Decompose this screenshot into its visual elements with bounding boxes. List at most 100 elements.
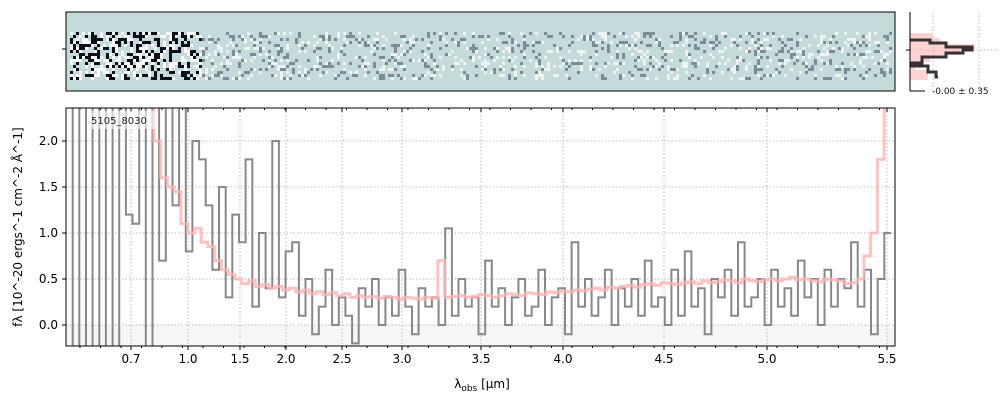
2d-pixel	[112, 68, 115, 71]
2d-pixel	[253, 56, 256, 59]
2d-pixel	[679, 38, 682, 41]
2d-pixel	[580, 50, 583, 53]
2d-pixel	[499, 32, 502, 35]
2d-pixel	[157, 32, 160, 35]
2d-pixel	[91, 32, 94, 35]
2d-pixel	[382, 74, 385, 77]
2d-pixel	[70, 38, 73, 41]
2d-pixel	[472, 44, 475, 47]
2d-pixel	[598, 32, 601, 35]
x-label-unit: [μm]	[477, 377, 510, 391]
2d-pixel	[790, 50, 793, 53]
x-tick-label: 3.5	[471, 352, 490, 366]
2d-pixel	[730, 38, 733, 41]
2d-pixel	[538, 59, 541, 62]
2d-pixel	[649, 56, 652, 59]
2d-pixel	[259, 71, 262, 74]
2d-pixel	[280, 65, 283, 68]
2d-pixel	[619, 62, 622, 65]
2d-pixel	[397, 56, 400, 59]
2d-pixel	[829, 50, 832, 53]
2d-pixel	[688, 77, 691, 80]
2d-pixel	[634, 44, 637, 47]
2d-pixel	[364, 62, 367, 65]
2d-pixel	[778, 38, 781, 41]
2d-pixel	[319, 35, 322, 38]
2d-pixel	[823, 77, 826, 80]
2d-pixel	[235, 53, 238, 56]
2d-pixel	[283, 56, 286, 59]
2d-pixel	[118, 59, 121, 62]
y-tick-label: 1.0	[39, 226, 58, 240]
2d-pixel	[187, 44, 190, 47]
2d-pixel	[181, 65, 184, 68]
2d-pixel	[544, 56, 547, 59]
2d-pixel	[184, 59, 187, 62]
2d-pixel	[865, 44, 868, 47]
2d-pixel	[193, 32, 196, 35]
2d-pixel	[106, 53, 109, 56]
2d-pixel	[733, 71, 736, 74]
2d-pixel	[118, 35, 121, 38]
2d-pixel	[748, 50, 751, 53]
2d-pixel	[241, 59, 244, 62]
2d-pixel	[127, 32, 130, 35]
2d-pixel	[154, 47, 157, 50]
2d-pixel	[82, 32, 85, 35]
2d-pixel	[790, 56, 793, 59]
2d-pixel	[121, 32, 124, 35]
2d-pixel	[508, 35, 511, 38]
2d-pixel	[160, 77, 163, 80]
2d-pixel	[388, 59, 391, 62]
2d-pixel	[160, 53, 163, 56]
2d-pixel	[325, 32, 328, 35]
2d-pixel	[88, 56, 91, 59]
2d-pixel	[799, 71, 802, 74]
2d-pixel	[565, 62, 568, 65]
2d-spectrum-panel	[62, 11, 896, 92]
2d-pixel	[427, 44, 430, 47]
2d-pixel	[550, 35, 553, 38]
2d-pixel	[835, 68, 838, 71]
2d-pixel	[514, 56, 517, 59]
2d-pixel	[481, 41, 484, 44]
2d-pixel	[868, 38, 871, 41]
2d-pixel	[862, 35, 865, 38]
2d-pixel	[445, 32, 448, 35]
2d-pixel	[145, 41, 148, 44]
2d-pixel	[475, 74, 478, 77]
2d-pixel	[394, 44, 397, 47]
2d-pixel	[508, 56, 511, 59]
2d-pixel	[163, 41, 166, 44]
2d-pixel	[697, 62, 700, 65]
2d-pixel	[163, 77, 166, 80]
2d-pixel	[190, 32, 193, 35]
2d-pixel	[424, 74, 427, 77]
2d-pixel	[808, 56, 811, 59]
2d-pixel	[286, 59, 289, 62]
2d-pixel	[223, 65, 226, 68]
2d-pixel	[595, 44, 598, 47]
2d-pixel	[265, 53, 268, 56]
2d-pixel	[802, 62, 805, 65]
2d-pixel	[412, 44, 415, 47]
2d-pixel	[661, 47, 664, 50]
2d-pixel	[853, 65, 856, 68]
2d-pixel	[286, 53, 289, 56]
2d-pixel	[133, 32, 136, 35]
2d-pixel	[634, 32, 637, 35]
2d-pixel	[268, 56, 271, 59]
2d-pixel	[745, 32, 748, 35]
2d-pixel	[613, 62, 616, 65]
2d-pixel	[157, 68, 160, 71]
2d-pixel	[520, 71, 523, 74]
2d-pixel	[886, 68, 889, 71]
2d-pixel	[445, 41, 448, 44]
2d-pixel	[874, 50, 877, 53]
2d-pixel	[373, 62, 376, 65]
2d-pixel	[562, 35, 565, 38]
2d-pixel	[187, 65, 190, 68]
2d-pixel	[325, 71, 328, 74]
2d-pixel	[460, 59, 463, 62]
2d-pixel	[229, 62, 232, 65]
